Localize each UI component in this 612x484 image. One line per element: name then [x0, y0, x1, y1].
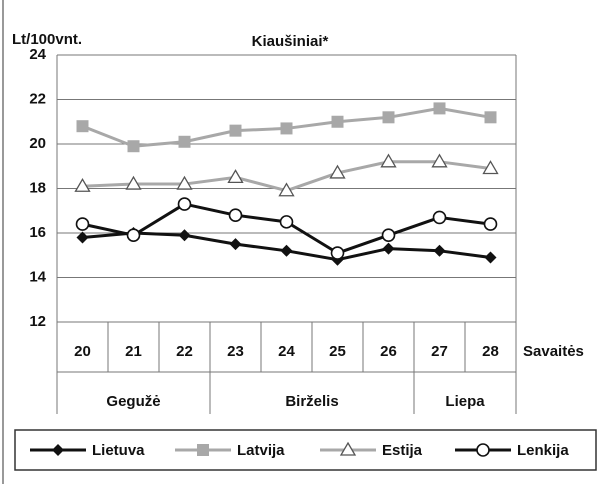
point — [433, 102, 446, 115]
point — [381, 228, 396, 243]
chart-title: Kiaušiniai* — [252, 33, 329, 50]
legend-label: Lietuva — [92, 442, 145, 459]
y-tick-label: 20 — [29, 135, 46, 152]
y-axis-label: Lt/100vnt. — [12, 31, 82, 48]
point — [482, 160, 499, 175]
x-tick-label: 22 — [176, 343, 193, 360]
point — [280, 122, 293, 135]
point — [75, 217, 90, 231]
point — [330, 246, 345, 260]
point — [431, 153, 448, 168]
point — [227, 169, 244, 184]
point — [74, 177, 91, 192]
point — [229, 238, 242, 251]
point — [484, 251, 497, 264]
point — [76, 231, 89, 244]
x-tick-label: 23 — [227, 343, 244, 360]
point — [178, 135, 191, 148]
point — [176, 175, 193, 190]
x-tick-label: 27 — [431, 343, 448, 360]
point — [76, 120, 89, 133]
x-tick-label: 24 — [278, 343, 295, 360]
point — [228, 208, 243, 222]
point — [382, 242, 395, 255]
point — [229, 124, 242, 137]
y-tick-label: 18 — [29, 179, 46, 196]
y-tick-label: 22 — [29, 90, 46, 107]
point — [382, 111, 395, 124]
point — [127, 140, 140, 153]
month-label: Gegužė — [106, 393, 160, 410]
legend-marker — [476, 443, 490, 457]
legend-marker — [197, 444, 209, 456]
point — [331, 115, 344, 128]
point — [177, 197, 192, 211]
y-tick-label: 14 — [29, 268, 46, 285]
x-tick-label: 20 — [74, 343, 91, 360]
legend-marker — [339, 441, 357, 456]
point — [433, 244, 446, 257]
legend-label: Estija — [382, 442, 423, 459]
point — [280, 244, 293, 257]
point — [279, 215, 294, 229]
x-tick-label: 28 — [482, 343, 499, 360]
y-tick-label: 12 — [29, 313, 46, 330]
month-label: Birželis — [285, 393, 338, 410]
x-tick-label: 21 — [125, 343, 142, 360]
point — [125, 175, 142, 190]
legend-label: Lenkija — [517, 442, 569, 459]
point — [278, 182, 295, 197]
month-label: Liepa — [445, 393, 485, 410]
x-tick-label: 26 — [380, 343, 397, 360]
point — [380, 153, 397, 168]
point — [484, 111, 497, 124]
legend-marker — [52, 444, 64, 456]
point — [178, 229, 191, 242]
point — [126, 228, 141, 243]
point — [432, 210, 447, 225]
x-axis-label: Savaitės — [523, 343, 584, 360]
point — [483, 217, 498, 231]
point — [329, 164, 346, 179]
legend-label: Latvija — [237, 442, 285, 459]
y-tick-label: 24 — [29, 46, 46, 63]
y-tick-label: 16 — [29, 224, 46, 241]
x-tick-label: 25 — [329, 343, 346, 360]
